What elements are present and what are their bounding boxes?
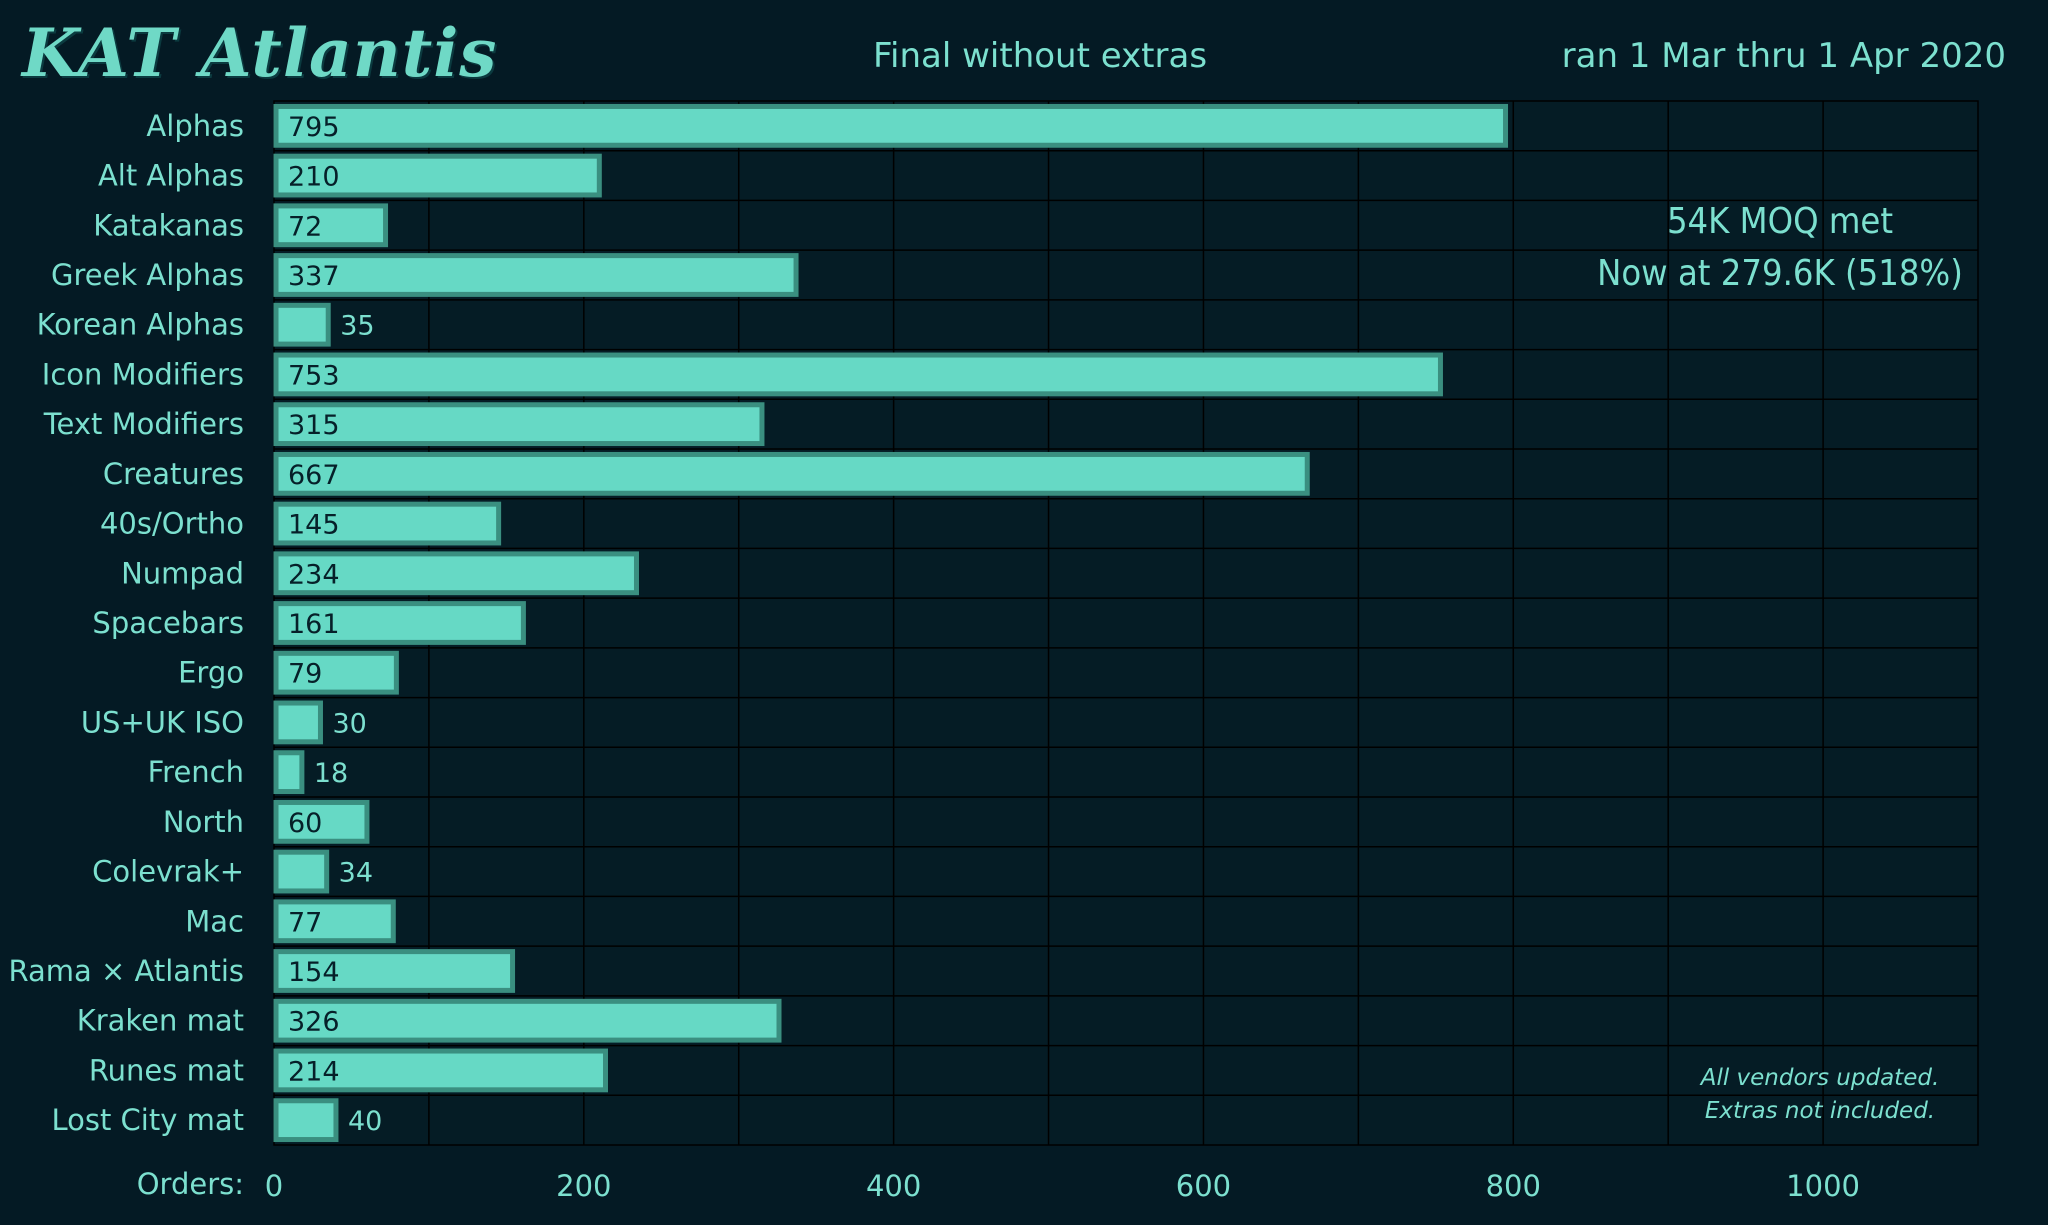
moq-progress-line: Now at 279.6K (518%)	[1597, 253, 1963, 294]
category-label: Colevrak+	[92, 855, 244, 889]
bar	[273, 849, 330, 894]
category-label: Runes mat	[89, 1053, 244, 1087]
data-label: 30	[332, 708, 366, 739]
bar	[273, 451, 1310, 496]
bar	[273, 998, 782, 1043]
data-label: 35	[340, 311, 374, 342]
category-label: Icon Modifiers	[42, 357, 244, 391]
data-label: 234	[288, 559, 340, 590]
data-label: 154	[288, 957, 340, 988]
bar	[273, 949, 516, 993]
chart-title: Final without extras	[872, 36, 1208, 76]
bar	[273, 551, 639, 596]
bar	[273, 799, 370, 844]
category-label: US+UK ISO	[81, 705, 244, 739]
footnote-line: Extras not included.	[1704, 1098, 1936, 1124]
category-label: Spacebars	[92, 606, 244, 640]
x-tick-label: 1000	[1786, 1169, 1860, 1203]
category-label: Mac	[185, 904, 244, 938]
x-tick-label: 600	[1176, 1169, 1231, 1203]
bar	[273, 650, 399, 695]
data-label: 60	[288, 808, 322, 839]
bar	[273, 501, 502, 546]
data-label: 795	[288, 112, 340, 143]
category-label: Rama × Atlantis	[9, 954, 244, 988]
bar	[273, 302, 331, 347]
bar	[273, 601, 526, 645]
category-label: North	[163, 805, 244, 839]
category-label: Alphas	[146, 109, 244, 143]
category-label: French	[148, 755, 244, 789]
category-label: Alt Alphas	[98, 159, 244, 193]
x-axis-title: Orders:	[137, 1167, 244, 1201]
data-label: 77	[288, 907, 322, 938]
category-label: Katakanas	[93, 208, 244, 242]
data-label: 315	[288, 410, 340, 441]
x-tick-label: 400	[866, 1169, 921, 1203]
data-label: 667	[288, 460, 340, 491]
data-label: 753	[288, 360, 340, 391]
data-label: 18	[314, 758, 348, 789]
x-tick-label: 200	[556, 1169, 611, 1203]
moq-status-line: 54K MOQ met	[1666, 201, 1894, 242]
footnote: All vendors updated. Extras not included…	[1620, 1062, 2020, 1128]
brand-logo: KAT Atlantis	[22, 14, 498, 92]
category-label: Korean Alphas	[37, 308, 244, 342]
category-label: Text Modifiers	[43, 407, 244, 441]
category-label: Lost City mat	[51, 1103, 244, 1137]
data-label: 40	[348, 1106, 382, 1137]
category-label: 40s/Ortho	[100, 507, 244, 541]
data-label: 161	[288, 609, 340, 640]
category-label: Ergo	[178, 656, 244, 690]
date-range: ran 1 Mar thru 1 Apr 2020	[1561, 36, 2006, 76]
data-label: 145	[288, 510, 340, 541]
data-label: 214	[288, 1056, 340, 1087]
bar	[273, 1048, 609, 1093]
data-label: 337	[288, 261, 340, 292]
x-tick-label: 0	[265, 1169, 283, 1203]
x-tick-label: 800	[1486, 1169, 1541, 1203]
data-label: 79	[288, 659, 322, 690]
bar	[273, 1098, 339, 1143]
data-label: 326	[288, 1007, 340, 1038]
bar	[273, 402, 765, 447]
moq-status: 54K MOQ met Now at 279.6K (518%)	[1560, 196, 2000, 300]
category-label: Greek Alphas	[51, 258, 244, 292]
bar	[273, 700, 323, 745]
bar	[273, 153, 602, 198]
category-label: Numpad	[121, 556, 244, 590]
bar	[273, 253, 799, 297]
bar	[273, 203, 389, 248]
bar	[273, 750, 305, 795]
bar	[273, 899, 396, 944]
bar	[273, 352, 1443, 397]
footnote-line: All vendors updated.	[1700, 1065, 1940, 1091]
bar	[273, 103, 1509, 148]
data-label: 34	[339, 858, 373, 889]
category-label: Creatures	[103, 457, 244, 491]
category-label: Kraken mat	[77, 1004, 244, 1038]
data-label: 210	[288, 162, 340, 193]
data-label: 72	[288, 211, 322, 242]
